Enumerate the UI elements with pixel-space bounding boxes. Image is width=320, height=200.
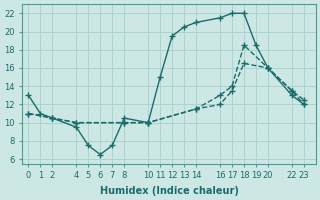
X-axis label: Humidex (Indice chaleur): Humidex (Indice chaleur) (100, 186, 239, 196)
